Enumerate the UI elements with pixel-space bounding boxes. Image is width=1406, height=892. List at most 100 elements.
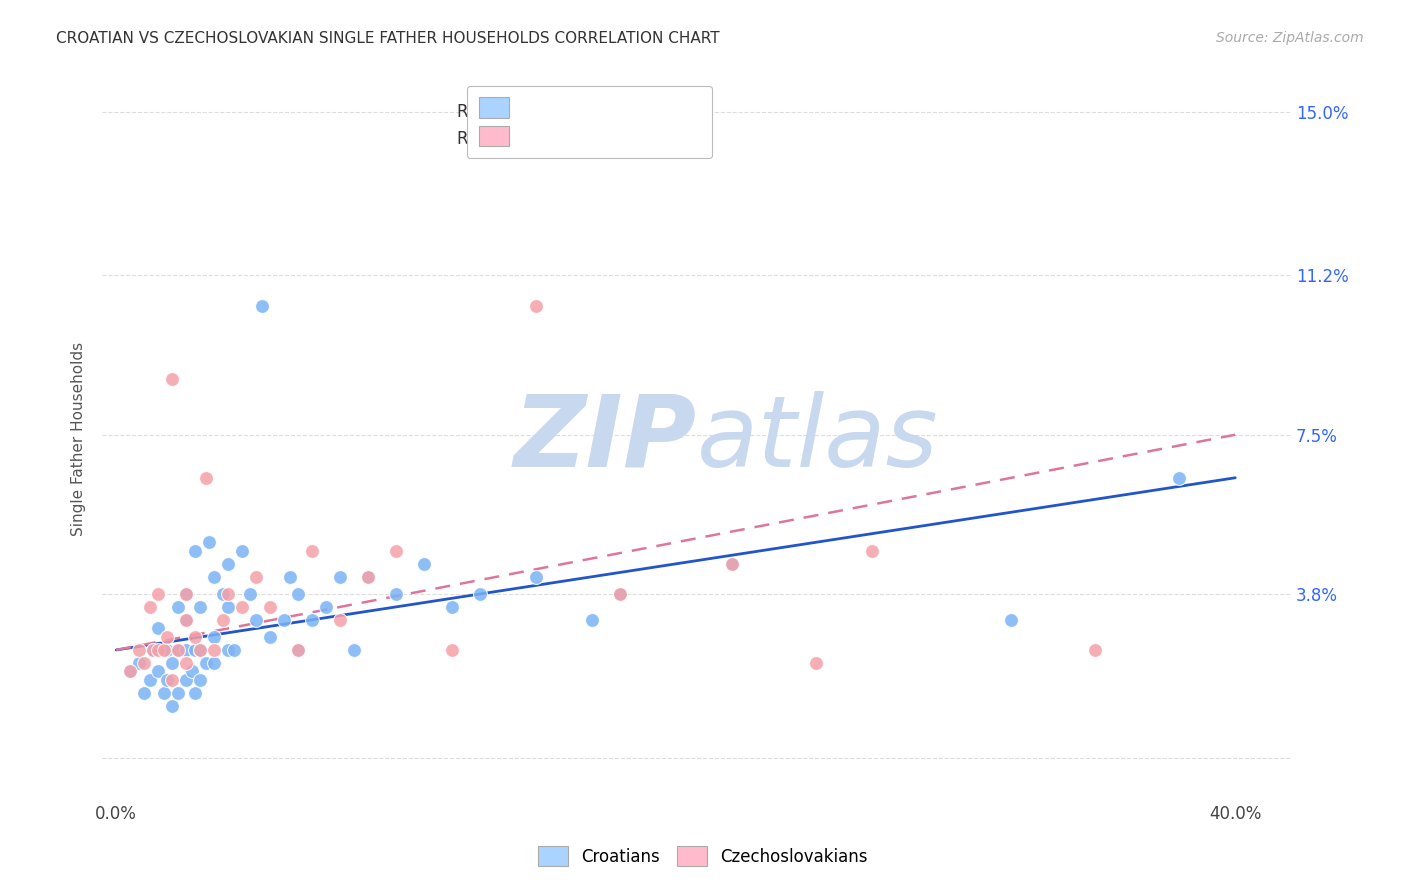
- Point: [174, 643, 197, 657]
- Point: [1168, 471, 1191, 485]
- Point: [139, 673, 162, 687]
- Text: 0.231: 0.231: [492, 130, 550, 148]
- Point: [217, 643, 239, 657]
- Text: 36: 36: [575, 130, 600, 148]
- Point: [174, 587, 197, 601]
- Point: [211, 613, 233, 627]
- Text: Source: ZipAtlas.com: Source: ZipAtlas.com: [1216, 31, 1364, 45]
- Text: 60: 60: [575, 103, 600, 121]
- Point: [174, 673, 197, 687]
- Point: [259, 630, 281, 644]
- Text: ZIP: ZIP: [513, 391, 697, 488]
- Point: [343, 643, 366, 657]
- Point: [188, 643, 211, 657]
- Point: [287, 643, 309, 657]
- Point: [245, 570, 267, 584]
- Point: [139, 599, 162, 614]
- Point: [174, 613, 197, 627]
- Text: N =: N =: [534, 130, 586, 148]
- Point: [128, 643, 150, 657]
- Point: [194, 471, 217, 485]
- Text: N =: N =: [534, 103, 586, 121]
- Point: [166, 599, 188, 614]
- Point: [155, 673, 177, 687]
- Point: [197, 535, 219, 549]
- Legend:                                    ,                                    : ,: [467, 86, 713, 158]
- Point: [146, 622, 169, 636]
- Point: [231, 544, 253, 558]
- Point: [329, 613, 352, 627]
- Point: [120, 665, 142, 679]
- Point: [357, 570, 380, 584]
- Text: CROATIAN VS CZECHOSLOVAKIAN SINGLE FATHER HOUSEHOLDS CORRELATION CHART: CROATIAN VS CZECHOSLOVAKIAN SINGLE FATHE…: [56, 31, 720, 46]
- Point: [174, 613, 197, 627]
- Point: [1000, 613, 1022, 627]
- Point: [202, 570, 225, 584]
- Point: [245, 613, 267, 627]
- Point: [183, 544, 205, 558]
- Point: [385, 587, 408, 601]
- Text: atlas: atlas: [697, 391, 938, 488]
- Point: [217, 557, 239, 571]
- Point: [357, 570, 380, 584]
- Point: [183, 643, 205, 657]
- Point: [524, 570, 547, 584]
- Point: [142, 643, 165, 657]
- Point: [174, 587, 197, 601]
- Point: [202, 643, 225, 657]
- Point: [180, 665, 202, 679]
- Point: [413, 557, 436, 571]
- Point: [152, 686, 174, 700]
- Point: [120, 665, 142, 679]
- Point: [231, 599, 253, 614]
- Point: [188, 599, 211, 614]
- Point: [160, 656, 183, 670]
- Point: [217, 599, 239, 614]
- Point: [142, 643, 165, 657]
- Point: [222, 643, 245, 657]
- Point: [250, 299, 273, 313]
- Point: [188, 643, 211, 657]
- Point: [146, 643, 169, 657]
- Point: [211, 587, 233, 601]
- Point: [609, 587, 631, 601]
- Point: [202, 630, 225, 644]
- Point: [581, 613, 603, 627]
- Y-axis label: Single Father Households: Single Father Households: [72, 342, 86, 536]
- Point: [152, 643, 174, 657]
- Point: [155, 630, 177, 644]
- Point: [166, 686, 188, 700]
- Point: [301, 613, 323, 627]
- Point: [804, 656, 827, 670]
- Point: [720, 557, 742, 571]
- Point: [146, 665, 169, 679]
- Point: [134, 656, 156, 670]
- Point: [160, 673, 183, 687]
- Point: [166, 643, 188, 657]
- Point: [259, 599, 281, 614]
- Point: [440, 643, 463, 657]
- Point: [160, 698, 183, 713]
- Point: [166, 643, 188, 657]
- Point: [188, 673, 211, 687]
- Point: [1084, 643, 1107, 657]
- Point: [239, 587, 262, 601]
- Point: [287, 643, 309, 657]
- Point: [183, 686, 205, 700]
- Point: [174, 656, 197, 670]
- Point: [217, 587, 239, 601]
- Point: [860, 544, 883, 558]
- Point: [202, 656, 225, 670]
- Point: [278, 570, 301, 584]
- Point: [128, 656, 150, 670]
- Point: [155, 643, 177, 657]
- Point: [194, 656, 217, 670]
- Point: [329, 570, 352, 584]
- Text: 0.239: 0.239: [492, 103, 550, 121]
- Point: [287, 587, 309, 601]
- Legend: Croatians, Czechoslovakians: Croatians, Czechoslovakians: [530, 838, 876, 875]
- Point: [468, 587, 491, 601]
- Text: R =: R =: [457, 103, 492, 121]
- Point: [524, 299, 547, 313]
- Point: [440, 599, 463, 614]
